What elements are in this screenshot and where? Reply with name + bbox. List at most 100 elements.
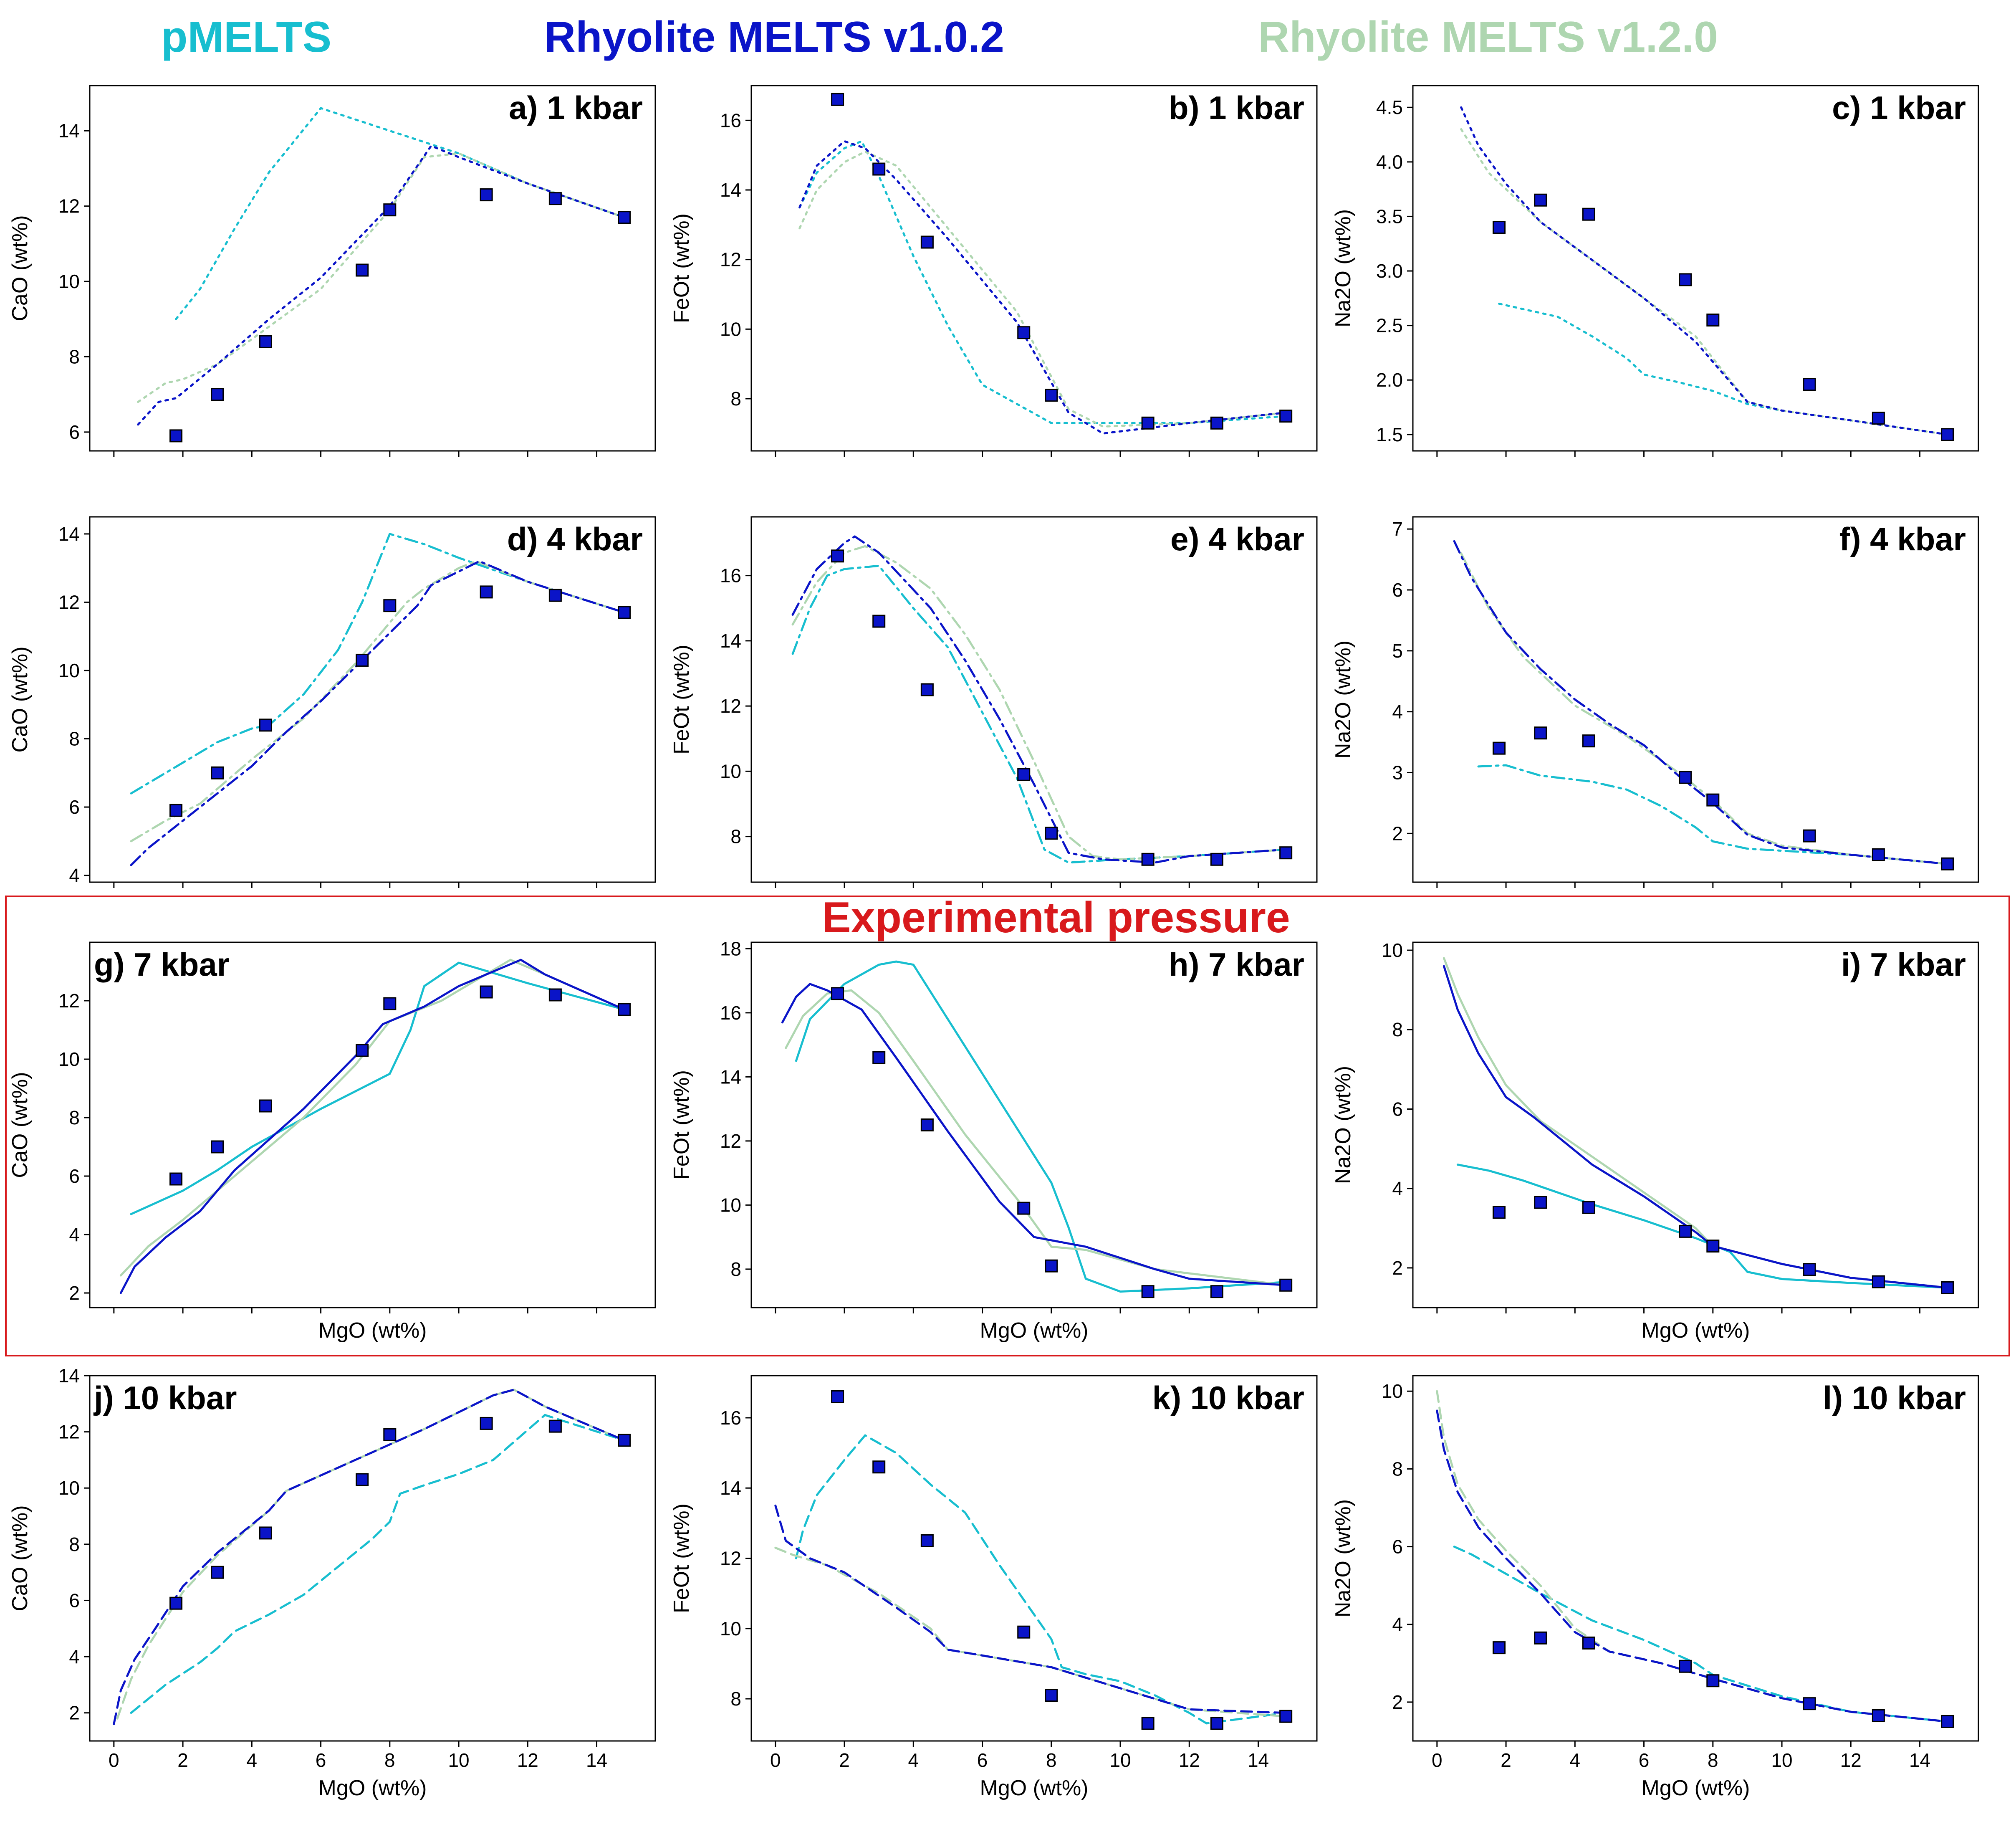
- y-tick-label: 10: [720, 318, 741, 340]
- series-line-rhyolite-melts-v1-0-2: [798, 140, 1287, 435]
- x-tick-label: 0: [1432, 1749, 1443, 1771]
- y-tick-label: 6: [69, 421, 80, 443]
- x-tick-label: 10: [448, 1749, 469, 1771]
- y-tick-label: 4: [69, 1646, 80, 1667]
- experimental-marker: [356, 263, 369, 277]
- experimental-marker: [259, 719, 272, 732]
- x-tick-label: 4: [1570, 1749, 1581, 1771]
- experimental-marker: [1045, 1689, 1058, 1702]
- experimental-marker: [259, 1526, 272, 1540]
- y-tick-label: 10: [58, 1048, 80, 1070]
- y-axis-label: FeOt (wt%): [669, 1503, 694, 1613]
- y-tick-label: 2: [1392, 822, 1403, 844]
- y-tick-label: 10: [720, 760, 741, 782]
- y-tick-label: 10: [1382, 939, 1403, 961]
- experimental-marker: [1803, 1697, 1816, 1710]
- experimental-marker: [480, 1417, 493, 1430]
- experimental-marker: [872, 615, 886, 628]
- y-tick-label: 12: [720, 249, 741, 271]
- y-axis-label: CaO (wt%): [8, 1505, 32, 1611]
- x-axis-label: MgO (wt%): [980, 1776, 1089, 1800]
- experimental-marker: [920, 1534, 934, 1547]
- experimental-marker: [920, 683, 934, 696]
- series-line-rhyolite-melts-v1-2-0: [774, 1546, 1287, 1718]
- y-tick-label: 16: [720, 1002, 741, 1024]
- x-tick-label: 8: [384, 1749, 395, 1771]
- series-line-rhyolite-melts-v1-0-2: [774, 1504, 1287, 1714]
- experimental-marker: [1141, 416, 1155, 430]
- chart-g-frame: [89, 941, 656, 1308]
- experimental-marker: [1582, 1636, 1595, 1650]
- y-tick-label: 8: [730, 388, 741, 410]
- series-line-rhyolite-melts-v1-2-0: [785, 989, 1287, 1286]
- series-line-rhyolite-melts-v1-2-0: [798, 150, 1287, 428]
- experimental-marker: [548, 1419, 562, 1433]
- experimental-marker: [1017, 326, 1031, 339]
- chart-i: 2 4 6 8 10 Na2O (wt%) MgO (wt%) i) 7 kbar: [1331, 939, 1979, 1343]
- experimental-marker: [1534, 726, 1547, 740]
- y-axis-label: Na2O (wt%): [1331, 1499, 1355, 1617]
- experimental-marker: [920, 235, 934, 249]
- experimental-marker: [618, 211, 631, 224]
- experimental-marker: [211, 388, 224, 401]
- y-tick-label: 8: [69, 728, 80, 750]
- chart-h: 8 10 12 14 16 18 FeOt (wt%) MgO (wt%) h) 7 kbar: [669, 938, 1318, 1343]
- experimental-marker: [211, 766, 224, 779]
- experimental-marker: [1534, 193, 1547, 207]
- experimental-marker: [1279, 846, 1293, 860]
- x-axis-label: MgO (wt%): [1642, 1776, 1750, 1800]
- x-tick-label: 10: [1771, 1749, 1792, 1771]
- experimental-marker: [383, 997, 397, 1010]
- y-tick-label: 8: [69, 1107, 80, 1128]
- experimental-marker: [831, 987, 844, 1000]
- experimental-marker: [1941, 857, 1954, 870]
- y-tick-label: 7: [1392, 518, 1403, 540]
- experimental-marker: [259, 335, 272, 348]
- experimental-marker: [831, 549, 844, 563]
- experimental-marker: [1803, 378, 1816, 391]
- chart-e-frame: [750, 516, 1318, 883]
- y-tick-label: 14: [58, 120, 80, 142]
- x-tick-label: 8: [1046, 1749, 1057, 1771]
- experimental-marker: [356, 653, 369, 667]
- x-tick-label: 2: [839, 1749, 850, 1771]
- chart-l-frame: [1412, 1375, 1979, 1742]
- series-line-rhyolite-melts-v1-0-2: [1453, 540, 1949, 865]
- y-tick-label: 4: [69, 1224, 80, 1245]
- panel-title: i) 7 kbar: [1841, 946, 1966, 983]
- experimental-marker: [1493, 221, 1506, 234]
- y-tick-label: 3.0: [1376, 260, 1403, 282]
- experimental-marker: [1872, 412, 1885, 425]
- y-tick-label: 10: [58, 660, 80, 681]
- experimental-marker: [1210, 853, 1223, 866]
- y-tick-label: 8: [69, 346, 80, 367]
- y-tick-label: 8: [730, 1688, 741, 1710]
- chart-e: 8 10 12 14 16 FeOt (wt%) e) 4 kbar: [669, 516, 1318, 888]
- panel-title: k) 10 kbar: [1152, 1379, 1304, 1416]
- experimental-marker: [1872, 848, 1885, 861]
- y-tick-label: 10: [1382, 1380, 1403, 1402]
- x-axis-label: MgO (wt%): [1642, 1318, 1750, 1343]
- y-tick-label: 2.0: [1376, 369, 1403, 391]
- series-line-pmelts: [795, 960, 1287, 1293]
- experimental-marker: [480, 985, 493, 999]
- series-line-rhyolite-melts-v1-2-0: [116, 1389, 626, 1720]
- experimental-marker: [169, 1172, 183, 1186]
- x-tick-label: 14: [1248, 1749, 1269, 1771]
- chart-l: 2 4 6 8 10 0 2 4 6 8 10 12 14 Na2O (wt%) MgO (wt%) l) 1…: [1331, 1375, 1979, 1800]
- x-tick-label: 12: [1840, 1749, 1862, 1771]
- x-axis-label: MgO (wt%): [980, 1318, 1089, 1343]
- y-tick-label: 12: [720, 695, 741, 717]
- y-tick-label: 12: [58, 1421, 80, 1443]
- panel-title: h) 7 kbar: [1169, 946, 1304, 983]
- experimental-marker: [1279, 410, 1293, 423]
- y-tick-label: 5: [1392, 640, 1403, 662]
- y-tick-label: 12: [58, 591, 80, 613]
- y-tick-label: 2: [69, 1282, 80, 1304]
- experimental-marker: [211, 1566, 224, 1579]
- series-line-rhyolite-melts-v1-0-2: [791, 535, 1287, 864]
- x-tick-label: 14: [586, 1749, 607, 1771]
- experimental-marker: [1706, 793, 1720, 807]
- experimental-marker: [1141, 853, 1155, 866]
